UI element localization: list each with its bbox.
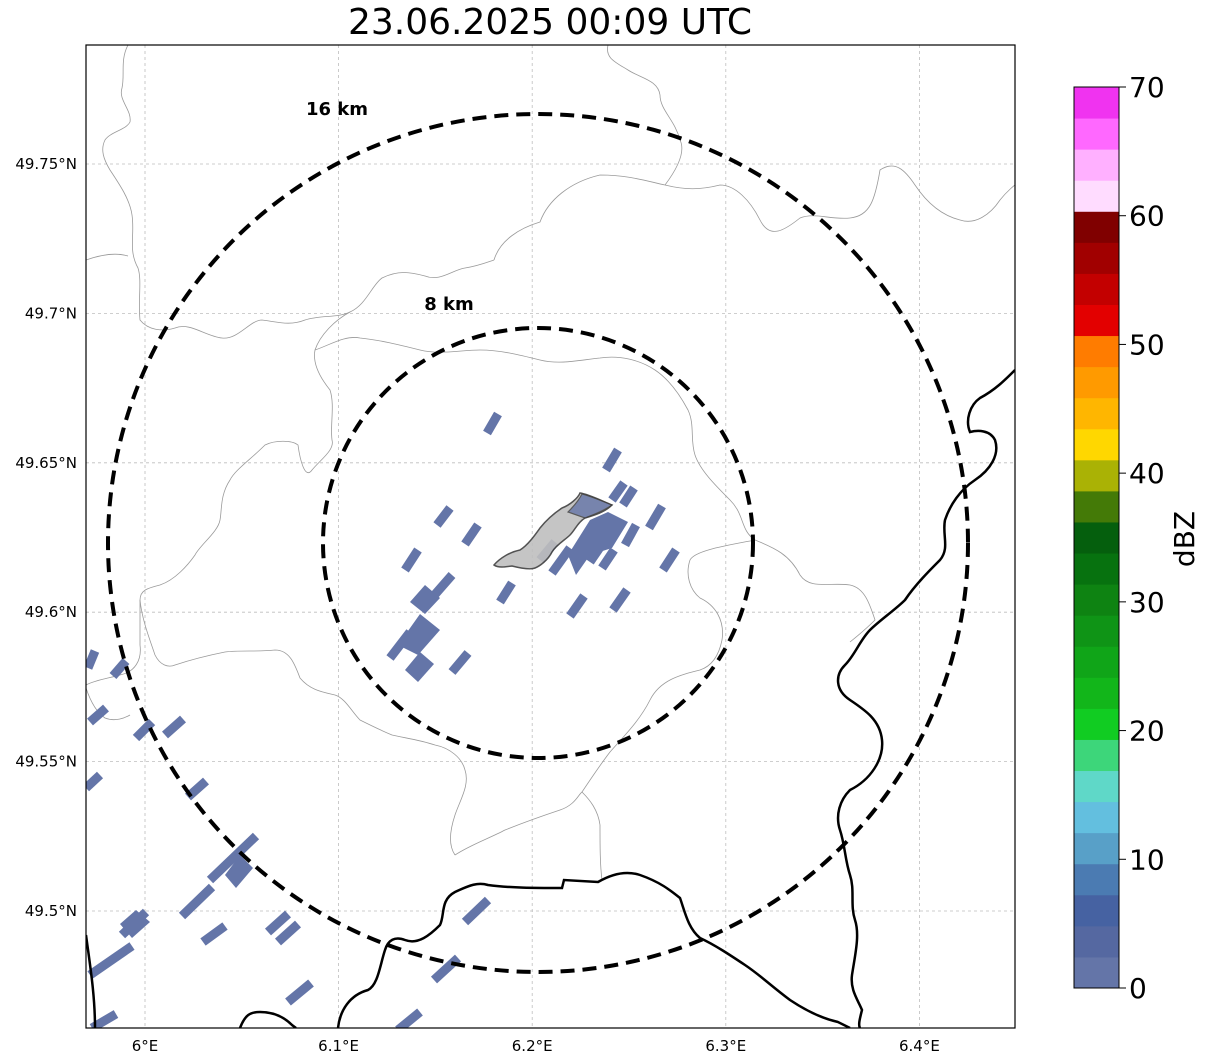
colorbar-segment — [1074, 925, 1119, 958]
lon-tick-label: 6°E — [132, 1037, 159, 1055]
lat-tick-label: 49.65°N — [15, 454, 77, 472]
colorbar-segment — [1074, 521, 1119, 554]
map-title: 23.06.2025 00:09 UTC — [347, 2, 753, 43]
colorbar-segment — [1074, 242, 1119, 274]
colorbar-segment — [1074, 584, 1119, 616]
national-border — [836, 369, 1015, 1028]
colorbar-segment — [1074, 801, 1119, 834]
lon-tick-label: 6.1°E — [318, 1037, 359, 1055]
colorbar-segment — [1074, 273, 1119, 305]
colorbar-segment — [1074, 366, 1119, 399]
lon-tick-label: 6.3°E — [705, 1037, 746, 1055]
colorbar-segment — [1074, 956, 1119, 989]
lat-tick-label: 49.55°N — [15, 753, 77, 771]
lat-tick-label: 49.5°N — [25, 902, 77, 920]
range-rings — [106, 112, 970, 974]
colorbar-segment — [1074, 739, 1119, 772]
lat-tick-label: 49.75°N — [15, 155, 77, 173]
gridlines — [86, 45, 1015, 1028]
colorbar-tick-label: 0 — [1129, 972, 1147, 1005]
colorbar-tick-label: 30 — [1129, 586, 1165, 619]
colorbar-label: dBZ — [1168, 511, 1201, 567]
colorbar-segment — [1074, 894, 1119, 927]
range-ring-16km — [106, 112, 970, 974]
ring-label-8km: 8 km — [424, 294, 474, 315]
radar-echo-cells — [120, 512, 628, 938]
colorbar-segment — [1074, 615, 1119, 647]
colorbar-tick-label: 50 — [1129, 328, 1165, 361]
lon-tick-label: 6.4°E — [899, 1037, 940, 1055]
colorbar-segment — [1074, 553, 1119, 585]
range-ring-8km — [321, 326, 755, 760]
colorbar-tick-label: 70 — [1129, 71, 1165, 104]
colorbar-frame — [1073, 86, 1120, 989]
lat-tick-label: 49.7°N — [25, 304, 77, 322]
colorbar-segment — [1074, 770, 1119, 803]
map-frame — [85, 44, 1016, 1029]
ring-label-16km: 16 km — [306, 99, 368, 120]
colorbar-segment — [1074, 863, 1119, 896]
colorbar-tick-label: 60 — [1129, 200, 1165, 233]
city-overlap — [566, 493, 614, 519]
colorbar-tick-label: 20 — [1129, 715, 1165, 748]
colorbar-tick-labels: 0 10 20 30 40 50 60 70 — [1119, 71, 1165, 1005]
colorbar-segment — [1074, 708, 1119, 740]
longitude-tick-labels: 6°E 6.1°E 6.2°E 6.3°E 6.4°E — [132, 1037, 940, 1055]
colorbar-tick-label: 40 — [1129, 457, 1165, 490]
colorbar-segment — [1074, 397, 1119, 430]
colorbar-segment — [1074, 490, 1119, 523]
colorbar-segment — [1074, 180, 1119, 212]
colorbar-segment — [1074, 149, 1119, 181]
colorbar-segment — [1074, 335, 1119, 368]
colorbar-tick-label: 10 — [1129, 843, 1165, 876]
colorbar-segment — [1074, 832, 1119, 865]
latitude-tick-labels: 49.75°N 49.7°N 49.65°N 49.6°N 49.55°N 49.5°N — [15, 155, 77, 920]
lon-tick-label: 6.2°E — [512, 1037, 553, 1055]
southern-border — [86, 871, 851, 1028]
colorbar-segment — [1074, 677, 1119, 709]
colorbar-segment — [1074, 646, 1119, 678]
colorbar-segment — [1074, 87, 1119, 119]
colorbar-segment — [1074, 459, 1119, 492]
colorbar-segment — [1074, 304, 1119, 337]
colorbar — [1073, 86, 1120, 989]
colorbar-segment — [1074, 211, 1119, 243]
commune-boundaries — [86, 45, 1015, 881]
colorbar-segment — [1074, 428, 1119, 461]
colorbar-segment — [1074, 118, 1119, 150]
lat-tick-label: 49.6°N — [25, 603, 77, 621]
